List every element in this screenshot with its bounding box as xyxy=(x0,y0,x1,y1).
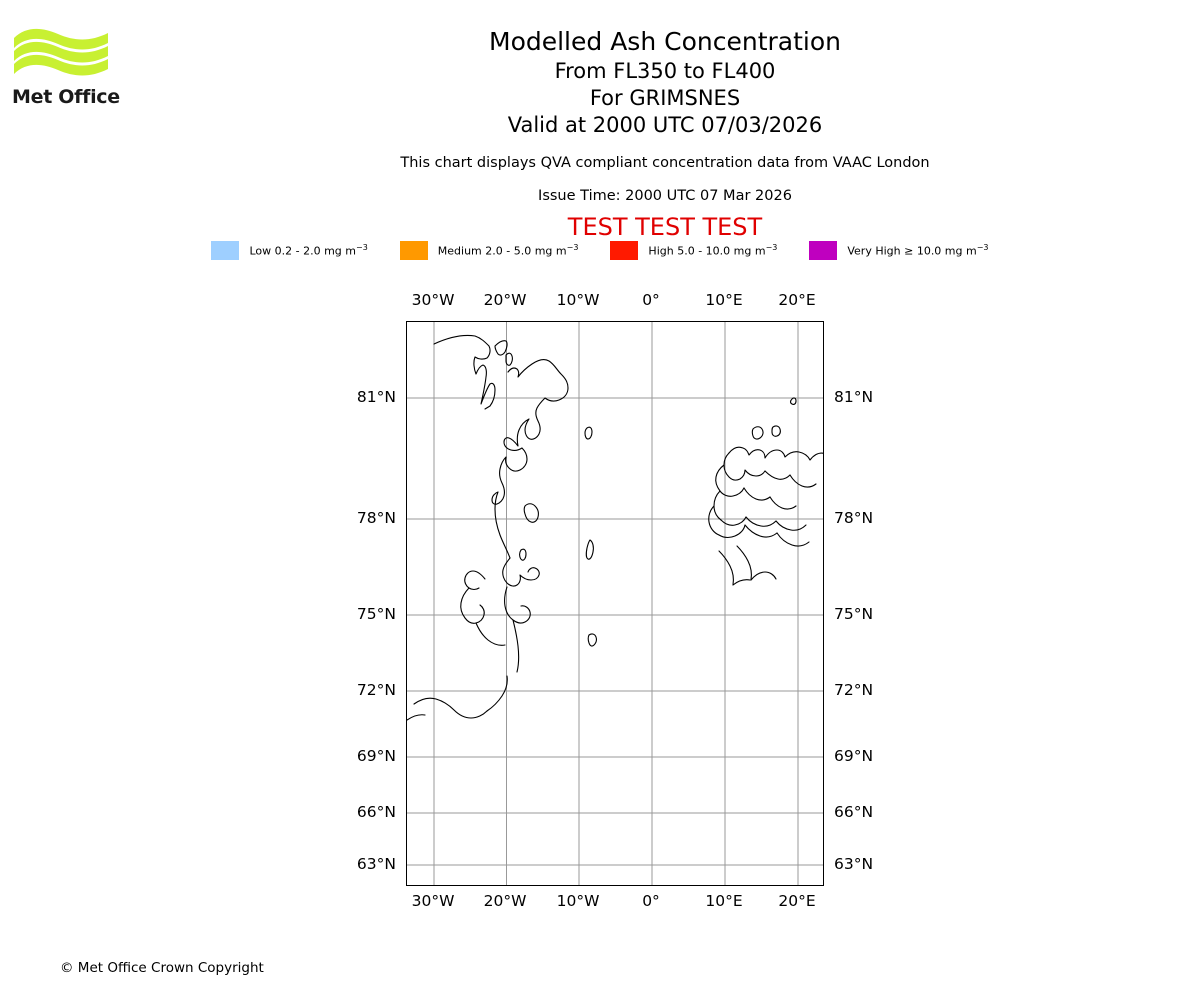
lon-label-bottom-4: 10°E xyxy=(705,892,743,910)
coastline-jan-mayen xyxy=(519,426,597,647)
met-office-wordmark: Met Office xyxy=(12,86,120,108)
lat-label-left-2: 75°N xyxy=(356,605,396,623)
legend-entry-high: High 5.0 - 10.0 mg m−3 xyxy=(610,241,777,260)
lon-label-top-2: 10°W xyxy=(556,291,600,309)
lat-label-left-0: 81°N xyxy=(356,388,396,406)
lon-label-top-4: 10°E xyxy=(705,291,743,309)
lon-label-bottom-5: 20°E xyxy=(778,892,816,910)
map-canvas xyxy=(407,322,823,885)
lat-label-left-5: 66°N xyxy=(356,803,396,821)
lat-label-left-1: 78°N xyxy=(356,509,396,527)
qva-compliance-note: This chart displays QVA compliant concen… xyxy=(400,155,930,171)
lat-label-right-3: 72°N xyxy=(834,681,874,699)
volcano-name-subtitle: For GRIMSNES xyxy=(589,86,741,110)
lat-label-right-6: 63°N xyxy=(834,855,874,873)
legend-swatch-high xyxy=(610,241,639,260)
page-title: Modelled Ash Concentration xyxy=(489,27,841,56)
coastline-svalbard xyxy=(708,425,823,586)
test-banner: TEST TEST TEST xyxy=(567,213,763,241)
copyright-text: © Met Office Crown Copyright xyxy=(60,960,264,976)
legend-entry-low: Low 0.2 - 2.0 mg m−3 xyxy=(211,241,368,260)
lon-label-top-5: 20°E xyxy=(778,291,816,309)
coastline-greenland xyxy=(407,334,569,721)
legend-entry-very-high: Very High ≥ 10.0 mg m−3 xyxy=(809,241,989,260)
map-frame xyxy=(406,321,824,886)
map-gridlines xyxy=(407,322,823,885)
concentration-legend: Low 0.2 - 2.0 mg m−3 Medium 2.0 - 5.0 mg… xyxy=(0,241,1200,260)
met-office-logo: Met Office xyxy=(12,24,132,114)
lat-label-right-2: 75°N xyxy=(834,605,874,623)
valid-time-subtitle: Valid at 2000 UTC 07/03/2026 xyxy=(507,113,823,137)
lat-label-right-5: 66°N xyxy=(834,803,874,821)
lon-label-bottom-2: 10°W xyxy=(556,892,600,910)
legend-label-low: Low 0.2 - 2.0 mg m−3 xyxy=(249,243,368,258)
legend-swatch-medium xyxy=(399,241,428,260)
flight-level-subtitle: From FL350 to FL400 xyxy=(554,59,776,83)
lat-label-left-4: 69°N xyxy=(356,747,396,765)
chart-heading: Modelled Ash Concentration From FL350 to… xyxy=(140,26,1190,139)
lat-label-right-0: 81°N xyxy=(834,388,874,406)
coastline-bear-island xyxy=(789,397,797,405)
lon-label-bottom-3: 0° xyxy=(642,892,660,910)
legend-label-very-high: Very High ≥ 10.0 mg m−3 xyxy=(847,243,989,258)
legend-entry-medium: Medium 2.0 - 5.0 mg m−3 xyxy=(399,241,579,260)
lon-label-bottom-0: 30°W xyxy=(411,892,455,910)
lat-label-left-6: 63°N xyxy=(356,855,396,873)
lat-label-right-1: 78°N xyxy=(834,509,874,527)
lat-label-left-3: 72°N xyxy=(356,681,396,699)
lat-label-right-4: 69°N xyxy=(834,747,874,765)
issue-time-text: Issue Time: 2000 UTC 07 Mar 2026 xyxy=(538,188,792,204)
legend-label-medium: Medium 2.0 - 5.0 mg m−3 xyxy=(437,243,579,258)
legend-swatch-low xyxy=(211,241,240,260)
legend-swatch-very-high xyxy=(809,241,838,260)
lon-label-top-0: 30°W xyxy=(411,291,455,309)
legend-label-high: High 5.0 - 10.0 mg m−3 xyxy=(648,243,778,258)
lon-label-top-1: 20°W xyxy=(483,291,527,309)
lon-label-top-3: 0° xyxy=(642,291,660,309)
met-office-waves-icon xyxy=(14,28,108,76)
lon-label-bottom-1: 20°W xyxy=(483,892,527,910)
ash-concentration-map[interactable] xyxy=(406,321,824,886)
